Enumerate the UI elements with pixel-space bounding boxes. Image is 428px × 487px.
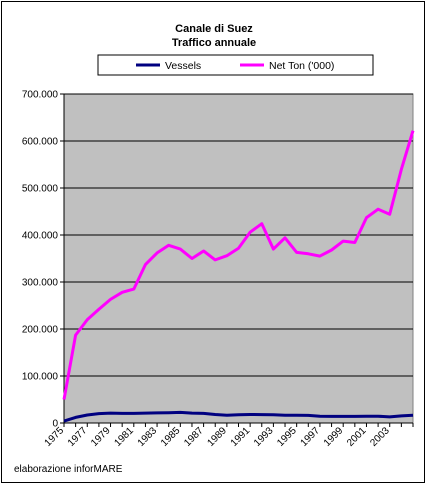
x-tick-label: 1993 xyxy=(252,425,276,449)
y-tick-label: 300.000 xyxy=(22,278,59,289)
x-tick-label: 1987 xyxy=(182,425,206,449)
x-axis: 1975 1977 1979 1981 1983 1985 1987 1989 1991 1993… xyxy=(43,422,414,449)
x-tick-label: 1981 xyxy=(112,425,136,449)
series-line-vessels xyxy=(63,410,414,423)
chart-subtitle: Traffico annuale xyxy=(172,37,256,49)
y-tick-label: 0 xyxy=(52,419,58,430)
y-tick-label: 200.000 xyxy=(22,325,59,336)
x-tick-label: 1979 xyxy=(89,425,113,449)
x-tick-label: 1989 xyxy=(205,425,229,449)
x-tick-label: 1995 xyxy=(275,425,299,449)
x-tick-label: 2001 xyxy=(345,425,369,449)
gridlines xyxy=(64,93,413,377)
plot-area xyxy=(63,93,414,424)
y-tick-label: 600.000 xyxy=(22,137,59,148)
series-lines xyxy=(62,130,415,423)
x-tick-label: 1975 xyxy=(43,425,67,449)
x-tick-label: 2003 xyxy=(368,425,392,449)
y-tick-label: 500.000 xyxy=(22,184,59,195)
y-tick-label: 400.000 xyxy=(22,231,59,242)
x-tick-label: 1977 xyxy=(66,425,90,449)
legend-label-net-ton: Net Ton ('000) xyxy=(269,60,334,72)
credit-text: elaborazione inforMARE xyxy=(14,464,123,475)
y-tick-label: 100.000 xyxy=(22,372,59,383)
chart-title: Canale di Suez xyxy=(175,23,253,35)
legend-label-vessels: Vessels xyxy=(165,60,201,72)
y-axis: 0 100.000 200.000 300.000 400.000 500.000 600.… xyxy=(22,90,65,430)
legend-box xyxy=(97,54,374,76)
legend: Vessels Net Ton ('000) xyxy=(97,54,374,76)
y-tick-label: 700.000 xyxy=(22,90,59,101)
x-tick-label: 1985 xyxy=(159,425,183,449)
x-tick-label: 1983 xyxy=(136,425,160,449)
x-tick-label: 1991 xyxy=(229,425,253,449)
series-line-net-ton xyxy=(62,130,415,400)
x-tick-label: 1997 xyxy=(299,425,323,449)
x-tick-label: 1999 xyxy=(322,425,346,449)
